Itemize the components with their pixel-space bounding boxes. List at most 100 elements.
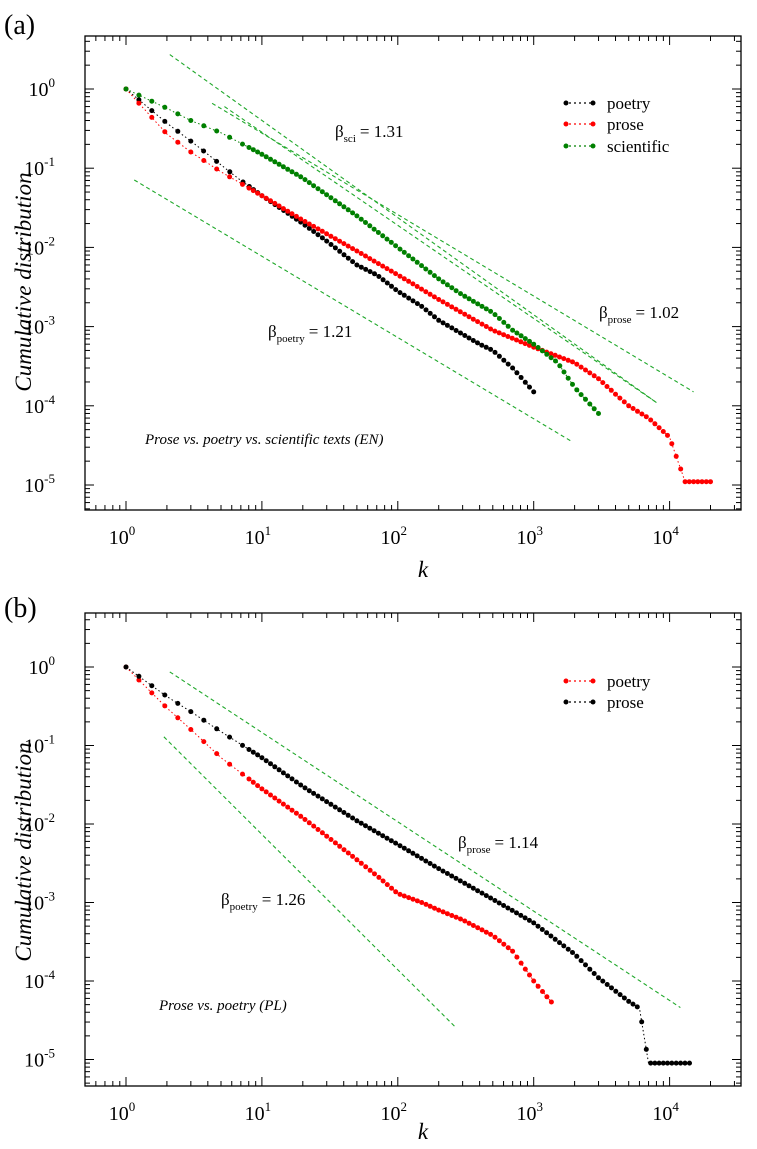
data-point — [298, 782, 304, 788]
data-point — [544, 930, 550, 936]
data-point — [263, 195, 269, 201]
data-point — [306, 788, 312, 794]
data-point — [311, 790, 317, 796]
data-point — [518, 375, 524, 380]
data-point — [384, 835, 390, 841]
data-point — [324, 231, 330, 237]
data-point — [397, 290, 403, 296]
data-point — [531, 978, 537, 984]
data-point — [552, 352, 558, 358]
data-point — [423, 289, 429, 295]
x-tick-label: 103 — [516, 523, 543, 549]
data-point — [414, 898, 420, 904]
panel-b-note: Prose vs. poetry (PL) — [158, 998, 287, 1014]
data-point — [406, 848, 412, 854]
data-point — [272, 764, 278, 770]
fit-line — [169, 671, 681, 1009]
data-point — [518, 960, 524, 966]
data-point — [397, 891, 403, 897]
data-point — [214, 166, 220, 172]
data-point — [298, 813, 304, 819]
data-point — [363, 253, 368, 259]
data-point — [526, 342, 532, 348]
data-point — [505, 361, 511, 367]
data-point — [466, 920, 472, 926]
y-tick-label: 10-1 — [24, 154, 55, 180]
data-point — [660, 1060, 666, 1066]
data-point — [345, 243, 351, 249]
data-point — [479, 890, 485, 896]
data-point — [293, 810, 299, 816]
data-point — [272, 200, 278, 206]
data-point — [123, 86, 129, 92]
panel-a-fit-lines — [133, 54, 694, 442]
data-point — [587, 370, 593, 376]
data-point — [293, 779, 299, 785]
data-point — [501, 319, 507, 325]
data-point — [393, 840, 399, 846]
data-point — [280, 801, 286, 807]
data-point — [634, 1004, 640, 1010]
data-point — [531, 389, 537, 395]
data-point — [492, 312, 498, 318]
data-point — [332, 804, 338, 810]
data-point — [306, 820, 312, 826]
data-point — [449, 304, 455, 310]
data-point — [406, 895, 412, 901]
data-point — [483, 306, 489, 312]
data-point — [410, 298, 416, 304]
data-point — [496, 938, 502, 944]
data-point — [444, 911, 450, 917]
data-point — [423, 901, 429, 907]
data-point — [591, 971, 597, 976]
data-point — [175, 111, 181, 117]
data-point — [496, 330, 502, 336]
data-point — [669, 1060, 675, 1066]
y-tick-label: 10-2 — [24, 233, 55, 259]
data-point — [669, 441, 675, 447]
data-point — [298, 174, 304, 180]
series-line-poetry — [125, 666, 554, 1005]
data-point — [557, 354, 562, 360]
panel-b-fit-lines — [163, 671, 681, 1029]
data-point — [306, 225, 312, 231]
y-tick-label: 10-5 — [24, 1046, 55, 1072]
data-point — [457, 309, 463, 315]
data-point — [673, 453, 679, 459]
data-point — [311, 229, 317, 234]
data-point — [345, 812, 351, 818]
data-point — [419, 900, 425, 905]
data-point — [431, 273, 437, 279]
data-point — [639, 411, 645, 417]
data-point — [414, 853, 420, 859]
panel-b-x-axis-title: k — [418, 1119, 429, 1144]
data-point — [449, 285, 455, 291]
data-point — [414, 284, 420, 289]
data-point — [410, 850, 416, 856]
data-point — [479, 321, 485, 327]
data-point — [557, 940, 562, 946]
data-point — [397, 843, 403, 849]
data-point — [162, 692, 168, 698]
data-point — [311, 223, 317, 229]
data-point — [149, 98, 155, 104]
data-point — [410, 281, 416, 287]
data-point — [596, 376, 601, 382]
data-point — [341, 810, 347, 815]
data-point — [643, 414, 649, 420]
data-point — [162, 129, 168, 135]
data-point — [240, 141, 245, 147]
data-point — [376, 274, 382, 279]
data-point — [406, 295, 412, 301]
data-point — [380, 263, 386, 269]
data-point — [363, 266, 369, 272]
data-point — [345, 207, 351, 213]
data-point — [462, 880, 468, 886]
data-point — [578, 392, 584, 398]
data-point — [492, 898, 498, 903]
panel-a-series — [123, 86, 713, 485]
data-point — [393, 287, 399, 293]
data-point — [548, 355, 554, 361]
data-point — [431, 863, 437, 869]
